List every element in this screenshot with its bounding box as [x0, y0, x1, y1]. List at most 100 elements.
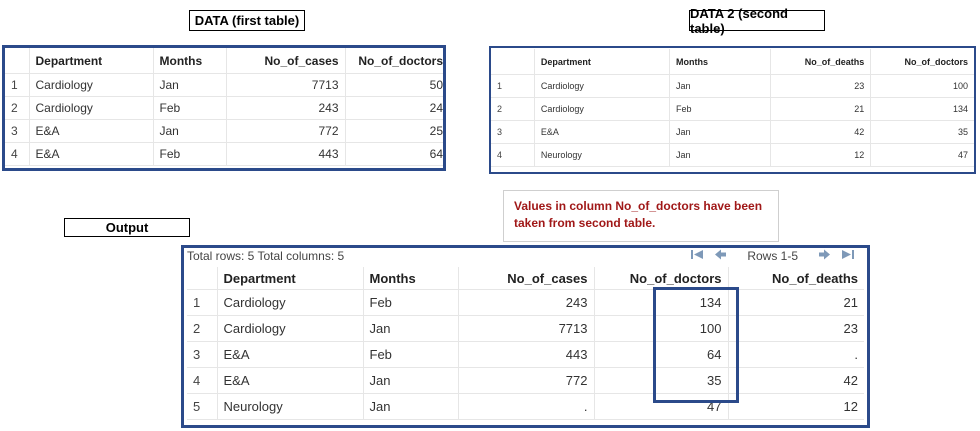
- cell-no-of-cases: 243: [458, 289, 595, 316]
- row-number: 4: [491, 143, 535, 167]
- output-toolbar: Total rows: 5 Total columns: 5 Rows 1-5: [187, 249, 865, 265]
- previous-page-icon[interactable]: [714, 249, 727, 263]
- column-header-index: [5, 48, 30, 74]
- cell-months: Feb: [153, 96, 227, 120]
- cell-department: E&A: [29, 119, 154, 143]
- row-number: 1: [187, 289, 218, 316]
- table-header-row: Department Months No_of_cases No_of_doct…: [187, 267, 864, 290]
- column-header-department: Department: [29, 48, 154, 74]
- cell-months: Jan: [363, 315, 459, 342]
- cell-no-of-cases: 243: [226, 96, 346, 120]
- column-header-no-of-deaths: No_of_deaths: [770, 49, 872, 75]
- cell-no-of-deaths: 12: [770, 143, 872, 167]
- row-number: 2: [187, 315, 218, 342]
- cell-department: Cardiology: [217, 289, 364, 316]
- row-number: 3: [491, 120, 535, 144]
- explanation-note: Values in column No_of_doctors have been…: [503, 190, 779, 242]
- output-table: Department Months No_of_cases No_of_doct…: [187, 267, 864, 420]
- column-header-department: Department: [534, 49, 671, 75]
- table-row: 1 Cardiology Feb 243 134 21: [187, 289, 864, 316]
- row-number: 2: [5, 96, 30, 120]
- cell-months: Jan: [669, 120, 772, 144]
- row-number: 3: [187, 341, 218, 368]
- row-number: 3: [5, 119, 30, 143]
- table-header-row: Department Months No_of_cases No_of_doct…: [5, 48, 443, 74]
- data2-label: DATA 2 (second table): [689, 6, 825, 36]
- table-row: 2 Cardiology Feb 243 24: [5, 96, 443, 120]
- output-summary: Total rows: 5 Total columns: 5: [187, 249, 345, 263]
- cell-no-of-deaths: 21: [728, 289, 864, 316]
- cell-no-of-deaths: 42: [770, 120, 872, 144]
- table-row: 2 Cardiology Jan 7713 100 23: [187, 315, 864, 342]
- next-page-icon[interactable]: [818, 249, 831, 263]
- first-page-icon[interactable]: [690, 249, 704, 263]
- first-table-panel: Department Months No_of_cases No_of_doct…: [2, 45, 446, 171]
- cell-department: Neurology: [217, 393, 364, 420]
- column-header-index: [491, 49, 535, 75]
- last-page-icon[interactable]: [841, 249, 855, 263]
- cell-months: Jan: [153, 73, 227, 97]
- cell-department: Cardiology: [217, 315, 364, 342]
- pager: Rows 1-5: [690, 249, 855, 263]
- column-header-months: Months: [153, 48, 227, 74]
- cell-no-of-deaths: 23: [728, 315, 864, 342]
- data1-label-text: DATA (first table): [194, 13, 300, 28]
- cell-department: E&A: [29, 142, 154, 166]
- cell-no-of-deaths: .: [728, 341, 864, 368]
- cell-department: Cardiology: [534, 97, 671, 121]
- cell-months: Jan: [669, 74, 772, 98]
- table-row: 1 Cardiology Jan 7713 50: [5, 73, 443, 97]
- cell-no-of-deaths: 23: [770, 74, 872, 98]
- cell-no-of-doctors: 134: [594, 289, 729, 316]
- cell-department: E&A: [217, 341, 364, 368]
- column-header-no-of-doctors[interactable]: No_of_doctors: [594, 267, 729, 290]
- output-label-text: Output: [105, 220, 149, 235]
- cell-no-of-doctors: 50: [345, 73, 443, 97]
- cell-no-of-cases: 443: [226, 142, 346, 166]
- cell-department: Cardiology: [29, 96, 154, 120]
- row-number: 5: [187, 393, 218, 420]
- cell-no-of-deaths: 12: [728, 393, 864, 420]
- cell-department: Cardiology: [29, 73, 154, 97]
- table-row: 3 E&A Jan 42 35: [491, 120, 974, 144]
- cell-no-of-doctors: 64: [594, 341, 729, 368]
- row-number: 4: [187, 367, 218, 394]
- cell-months: Jan: [669, 143, 772, 167]
- cell-no-of-doctors: 100: [594, 315, 729, 342]
- column-header-no-of-doctors: No_of_doctors: [870, 49, 974, 75]
- column-header-months: Months: [669, 49, 772, 75]
- table-header-row: Department Months No_of_deaths No_of_doc…: [491, 49, 974, 75]
- table-row: 4 E&A Jan 772 35 42: [187, 367, 864, 394]
- second-table-panel: Department Months No_of_deaths No_of_doc…: [489, 46, 976, 174]
- table-row: 2 Cardiology Feb 21 134: [491, 97, 974, 121]
- table-row: 5 Neurology Jan . 47 12: [187, 393, 864, 420]
- table-row: 1 Cardiology Jan 23 100: [491, 74, 974, 98]
- cell-no-of-doctors: 35: [594, 367, 729, 394]
- column-header-department[interactable]: Department: [217, 267, 364, 290]
- cell-no-of-cases: 772: [226, 119, 346, 143]
- cell-no-of-doctors: 35: [870, 120, 974, 144]
- cell-no-of-deaths: 21: [770, 97, 872, 121]
- cell-department: Cardiology: [534, 74, 671, 98]
- table-row: 4 E&A Feb 443 64: [5, 142, 443, 166]
- column-header-months[interactable]: Months: [363, 267, 459, 290]
- cell-months: Jan: [153, 119, 227, 143]
- cell-months: Feb: [363, 341, 459, 368]
- cell-department: E&A: [217, 367, 364, 394]
- cell-no-of-cases: 443: [458, 341, 595, 368]
- column-header-no-of-deaths[interactable]: No_of_deaths: [728, 267, 864, 290]
- column-header-no-of-cases[interactable]: No_of_cases: [458, 267, 595, 290]
- cell-no-of-doctors: 47: [594, 393, 729, 420]
- cell-no-of-cases: 7713: [226, 73, 346, 97]
- column-header-no-of-doctors: No_of_doctors: [345, 48, 443, 74]
- second-table: Department Months No_of_deaths No_of_doc…: [491, 49, 974, 167]
- cell-department: E&A: [534, 120, 671, 144]
- cell-no-of-doctors: 64: [345, 142, 443, 166]
- column-header-index: [187, 267, 218, 290]
- cell-months: Feb: [153, 142, 227, 166]
- table-row: 3 E&A Jan 772 25: [5, 119, 443, 143]
- table-row: 3 E&A Feb 443 64 .: [187, 341, 864, 368]
- cell-no-of-doctors: 134: [870, 97, 974, 121]
- data2-label-text: DATA 2 (second table): [690, 5, 788, 36]
- row-number: 1: [491, 74, 535, 98]
